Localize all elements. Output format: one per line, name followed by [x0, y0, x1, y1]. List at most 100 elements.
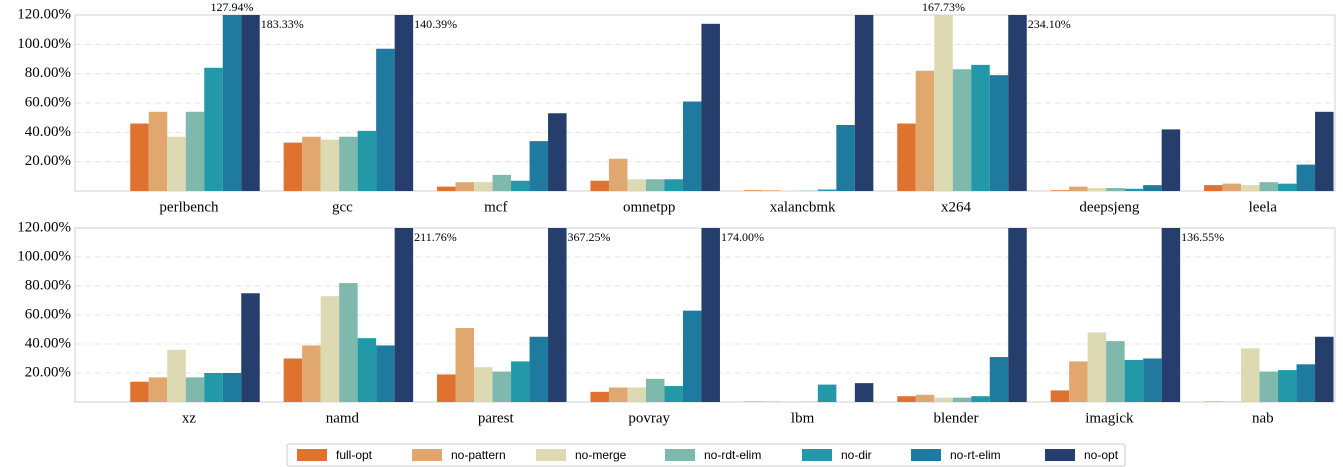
- x-tick-label: lbm: [791, 410, 815, 426]
- bar: [701, 23, 720, 191]
- legend-label: no-merge: [575, 448, 627, 462]
- bar: [455, 328, 475, 402]
- bar: [130, 381, 149, 402]
- x-tick-label: omnetpp: [623, 199, 676, 215]
- y-tick-label: 60.00%: [25, 306, 71, 322]
- bar: [952, 397, 972, 402]
- bar: [817, 189, 837, 191]
- x-tick-label: xalancbmk: [770, 199, 836, 215]
- bar: [854, 383, 874, 402]
- bar: [608, 387, 628, 402]
- bar: [1296, 364, 1316, 402]
- bar: [1241, 348, 1260, 402]
- bar: [204, 373, 223, 402]
- bar: [1222, 183, 1242, 191]
- bar: [302, 136, 321, 191]
- bar: [437, 186, 456, 191]
- bar: [1106, 188, 1125, 191]
- bar: [608, 158, 628, 191]
- bar: [590, 180, 609, 191]
- bar: [1296, 164, 1316, 191]
- bar: [492, 371, 512, 402]
- bar: [357, 338, 377, 402]
- bar: [1241, 185, 1260, 191]
- legend-swatch: [802, 449, 832, 461]
- bar: [130, 123, 149, 191]
- bar: [971, 64, 990, 191]
- bar: [645, 378, 665, 402]
- bar: [455, 182, 475, 191]
- bar: [376, 48, 395, 191]
- y-tick-label: 20.00%: [25, 364, 71, 380]
- bar: [817, 384, 837, 402]
- bar: [934, 15, 953, 191]
- bar: [167, 136, 186, 191]
- bar: [437, 374, 456, 402]
- bar: [1008, 228, 1027, 402]
- bar: [529, 336, 549, 402]
- bar: [394, 15, 414, 191]
- x-tick-label: perlbench: [159, 199, 219, 215]
- x-tick-label: parest: [478, 410, 515, 426]
- bar: [952, 69, 972, 191]
- bar: [529, 141, 549, 191]
- y-tick-label: 20.00%: [25, 153, 71, 169]
- bar: [511, 180, 530, 191]
- bar: [590, 391, 609, 402]
- y-tick-label: 80.00%: [25, 277, 71, 293]
- legend-label: no-dir: [841, 448, 872, 462]
- legend-swatch: [536, 449, 566, 461]
- bar: [283, 142, 303, 191]
- y-tick-label: 80.00%: [25, 65, 71, 81]
- bar: [1315, 111, 1334, 191]
- y-tick-label: 100.00%: [17, 248, 71, 264]
- bar: [185, 377, 205, 402]
- bar: [222, 15, 242, 191]
- bar: [1143, 185, 1162, 191]
- bar: [645, 179, 665, 191]
- bar: [339, 136, 358, 191]
- y-tick-label: 60.00%: [25, 94, 71, 110]
- bar: [1259, 371, 1279, 402]
- bar: [1315, 336, 1334, 402]
- bar: [376, 345, 395, 402]
- bar: [1087, 332, 1107, 402]
- legend-label: no-pattern: [451, 448, 506, 462]
- bar: [241, 293, 260, 402]
- value-label: 136.55%: [1181, 230, 1224, 244]
- bar: [934, 397, 953, 402]
- value-label: 211.76%: [414, 230, 457, 244]
- y-tick-label: 40.00%: [25, 335, 71, 351]
- bar: [627, 387, 646, 402]
- bar: [148, 111, 168, 191]
- bar: [1106, 341, 1125, 402]
- bar: [682, 310, 702, 402]
- bar: [283, 358, 303, 402]
- legend-swatch: [911, 449, 941, 461]
- value-label: 167.73%: [922, 0, 965, 14]
- bar: [1050, 390, 1070, 402]
- bar: [320, 139, 340, 191]
- bar: [1259, 182, 1279, 191]
- legend-label: no-rdt-elim: [704, 448, 761, 462]
- bar: [302, 345, 321, 402]
- value-label: 127.94%: [211, 0, 254, 14]
- x-tick-label: blender: [934, 410, 979, 426]
- y-tick-label: 120.00%: [17, 219, 71, 235]
- bar: [1124, 359, 1144, 402]
- bar: [339, 283, 358, 402]
- bar: [743, 190, 763, 191]
- bar: [1278, 370, 1297, 402]
- bar: [492, 174, 512, 191]
- bar: [971, 396, 990, 402]
- bar: [897, 123, 916, 191]
- legend-swatch: [1045, 449, 1075, 461]
- legend-label: no-rt-elim: [950, 448, 1001, 462]
- bar: [664, 386, 683, 402]
- bar: [148, 377, 168, 402]
- bar: [897, 396, 916, 402]
- x-tick-label: deepsjeng: [1079, 199, 1139, 215]
- bar: [1204, 185, 1223, 191]
- x-tick-label: nab: [1252, 410, 1274, 426]
- value-label: 140.39%: [414, 17, 457, 31]
